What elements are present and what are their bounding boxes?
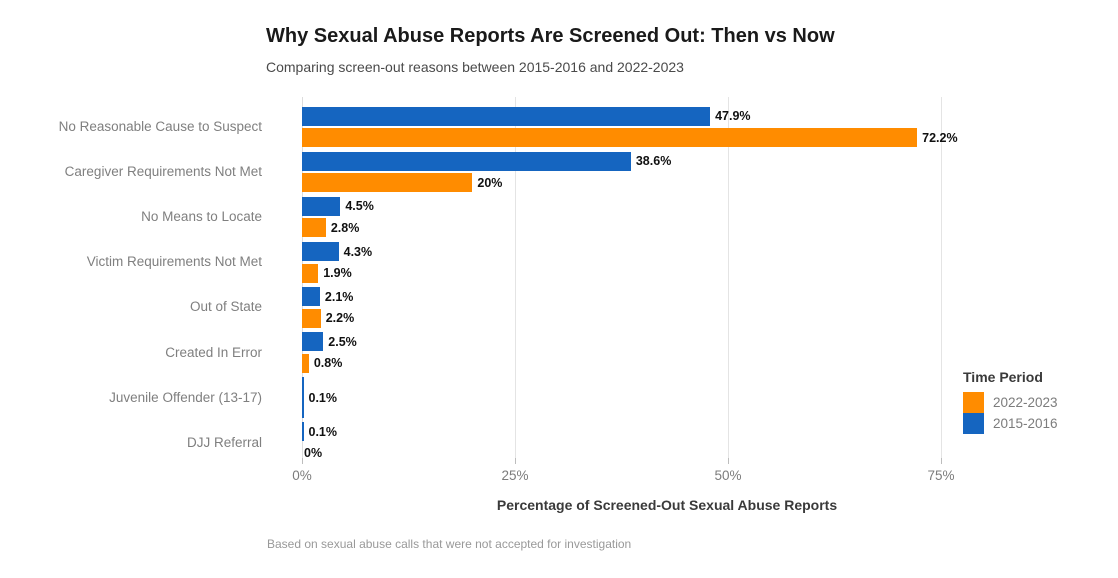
value-label: 47.9% xyxy=(715,109,751,124)
bar-2015-2016 xyxy=(302,332,324,352)
legend-items: 2022-2023 2015-2016 xyxy=(963,392,1118,434)
bar-2022-2023 xyxy=(302,128,918,148)
gridline xyxy=(514,97,516,458)
bar-2015-2016 xyxy=(302,106,711,126)
bar-2015-2016 xyxy=(302,287,320,307)
legend-item: 2015-2016 xyxy=(963,413,1118,434)
category-label: Out of State xyxy=(189,299,262,315)
category-label: Victim Requirements Not Met xyxy=(86,254,262,270)
bar-2022-2023 xyxy=(302,263,319,283)
bar-2022-2023 xyxy=(302,308,321,328)
chart-caption: Based on sexual abuse calls that were no… xyxy=(267,537,632,551)
value-label: 4.3% xyxy=(343,244,373,259)
category-label: No Reasonable Cause to Suspect xyxy=(58,119,262,134)
value-label: 20% xyxy=(477,175,503,190)
bar-2015-2016 xyxy=(302,196,341,216)
x-tick-label: 50% xyxy=(714,468,742,483)
category-label: No Means to Locate xyxy=(141,209,262,225)
value-label: 0.1% xyxy=(308,424,338,439)
gridline xyxy=(727,97,729,458)
x-tick-mark xyxy=(940,458,942,464)
bar-2015-2016 xyxy=(302,377,304,418)
legend-item-label: 2022-2023 xyxy=(993,395,1058,410)
chart-title: Why Sexual Abuse Reports Are Screened Ou… xyxy=(266,25,835,47)
x-axis-title: Percentage of Screened-Out Sexual Abuse … xyxy=(496,497,838,513)
x-tick-label: 75% xyxy=(927,468,955,483)
bar-2015-2016 xyxy=(302,422,304,442)
x-tick-mark xyxy=(301,458,303,464)
value-label: 72.2% xyxy=(922,130,958,145)
legend: Time Period 2022-2023 2015-2016 xyxy=(963,369,1118,434)
x-tick-label: 0% xyxy=(292,468,312,483)
gridline xyxy=(940,97,942,458)
legend-title: Time Period xyxy=(963,369,1043,385)
x-tick-label: 25% xyxy=(501,468,529,483)
value-label: 2.5% xyxy=(328,334,357,349)
plot-area: 0% 25% 50% 75% 47.9% 72.2% 38.6% 20% 4.5% 2.8% 4.3… xyxy=(292,97,960,483)
value-label: 2.2% xyxy=(325,311,355,326)
category-label: Juvenile Offender (13-17) xyxy=(109,389,262,405)
bar-2022-2023 xyxy=(302,353,309,373)
bar-2015-2016 xyxy=(302,242,339,262)
bar-2022-2023 xyxy=(302,218,326,238)
legend-item: 2022-2023 xyxy=(963,392,1118,413)
value-label: 2.8% xyxy=(330,220,360,235)
bar-2022-2023 xyxy=(302,173,473,193)
x-tick-mark xyxy=(727,458,729,464)
value-label: 0% xyxy=(304,446,323,461)
legend-swatch-2022-2023 xyxy=(963,392,984,413)
category-label: Created In Error xyxy=(165,344,262,360)
value-label: 1.9% xyxy=(323,266,352,281)
value-label: 38.6% xyxy=(635,154,672,169)
category-label: DJJ Referral xyxy=(186,434,262,450)
x-tick-mark xyxy=(514,458,516,464)
value-label: 2.1% xyxy=(324,289,354,304)
value-label: 0.8% xyxy=(313,356,343,371)
value-label: 4.5% xyxy=(345,199,374,214)
legend-swatch-2015-2016 xyxy=(963,413,984,434)
value-label: 0.1% xyxy=(308,390,338,405)
bar-2015-2016 xyxy=(302,151,631,171)
category-label: Caregiver Requirements Not Met xyxy=(64,164,262,180)
chart-subtitle: Comparing screen-out reasons between 201… xyxy=(266,59,684,75)
legend-item-label: 2015-2016 xyxy=(993,416,1058,431)
